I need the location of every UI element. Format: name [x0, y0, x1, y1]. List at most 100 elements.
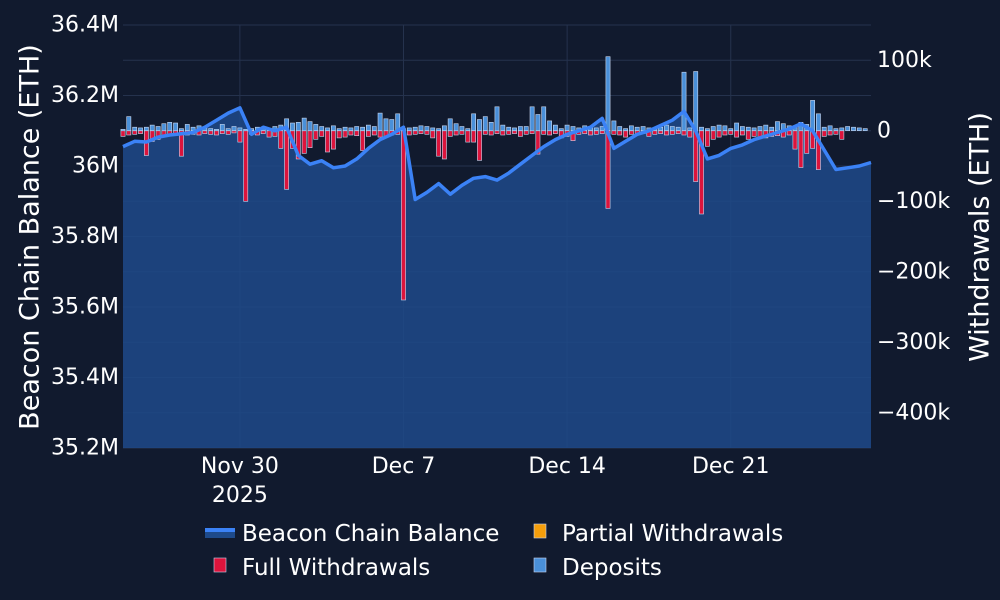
full-withdrawals-bar: [336, 130, 342, 139]
full-withdrawals-bar: [295, 130, 301, 160]
full-withdrawals-bar: [804, 130, 810, 154]
full-withdrawals-bar: [266, 130, 272, 138]
full-withdrawals-bar: [833, 130, 839, 135]
deposits-bar: [535, 114, 541, 132]
full-withdrawals-bar: [243, 130, 249, 202]
deposits-legend-swatch: [533, 557, 547, 573]
deposits-bar: [459, 126, 465, 131]
deposits-bar: [716, 124, 722, 131]
deposits-bar: [389, 119, 395, 132]
full-withdrawals-bar: [225, 130, 231, 135]
deposits-bar: [219, 124, 225, 132]
left-tick-label: 36.2M: [51, 83, 119, 108]
deposits-bar: [739, 126, 745, 131]
deposits-bar: [184, 124, 190, 132]
full-withdrawals-bar: [459, 130, 465, 135]
deposits-bar: [301, 117, 307, 132]
left-tick-label: 35.6M: [51, 295, 119, 320]
deposits-bar: [675, 126, 681, 131]
deposits-bar: [810, 100, 815, 132]
deposits-bar: [360, 126, 365, 131]
full-withdrawals-bar: [260, 130, 266, 134]
deposits-bar: [126, 116, 132, 131]
full-withdrawals-bar: [447, 130, 453, 137]
deposits-bar: [763, 124, 769, 131]
left-tick-label: 35.8M: [51, 224, 119, 249]
deposits-bar: [342, 126, 348, 131]
balance-area-layer: [123, 107, 871, 449]
deposits-bar: [295, 122, 301, 132]
full-withdrawals-bar: [482, 130, 488, 135]
full-withdrawals-bar: [593, 130, 599, 135]
deposits-bar: [552, 124, 558, 131]
deposits-bar: [564, 124, 570, 131]
left-tick-label: 36.4M: [51, 13, 119, 38]
deposits-bar: [237, 127, 243, 132]
full-withdrawals-bar: [798, 130, 804, 168]
deposits-bar: [710, 126, 716, 131]
deposits-bar: [728, 128, 734, 132]
full-withdrawals-bar: [599, 130, 605, 134]
full-withdrawals-bar: [471, 130, 476, 143]
left-tick-label: 36M: [72, 154, 119, 179]
deposits-bar: [336, 128, 342, 132]
deposits-bar: [693, 71, 699, 132]
deposits-bar: [377, 112, 383, 131]
full-withdrawals-bar: [488, 130, 494, 136]
deposits-bar: [348, 127, 354, 132]
deposits-bar: [734, 122, 739, 132]
deposits-bar: [225, 128, 231, 132]
beacon-chain-balance-legend-swatch: [205, 528, 235, 538]
full-withdrawals-bar: [126, 130, 132, 136]
full-withdrawals-bar: [617, 130, 623, 136]
full-withdrawals-bar: [681, 130, 687, 136]
deposits-bar: [664, 124, 669, 131]
full-withdrawals-bar: [406, 130, 412, 136]
full-withdrawals-bar: [319, 130, 325, 137]
full-withdrawals-bar: [699, 130, 704, 215]
deposits-bar: [179, 128, 184, 132]
x-tick-sublabel: 2025: [212, 483, 268, 508]
x-tick-label: Dec 21: [692, 454, 770, 479]
deposits-bar: [699, 126, 704, 131]
deposits-bar: [430, 127, 436, 132]
full-withdrawals-bar: [815, 130, 821, 170]
deposits-bar: [523, 126, 529, 131]
full-withdrawals-bar: [652, 130, 658, 135]
deposits-bar: [769, 126, 775, 131]
full-withdrawals-bar: [307, 130, 313, 149]
full-withdrawals-bar: [529, 130, 535, 134]
full-withdrawals-bar: [745, 130, 751, 140]
deposits-bar: [436, 128, 441, 132]
full-withdrawals-bar: [179, 130, 184, 157]
deposits-bar: [862, 128, 868, 132]
deposits-bar: [149, 124, 155, 131]
deposits-bar: [681, 71, 687, 131]
full-withdrawals-bar: [120, 130, 126, 137]
deposits-bar: [441, 125, 447, 132]
deposits-bar: [500, 124, 506, 131]
deposits-bar: [851, 126, 856, 131]
deposits-bar: [512, 127, 517, 132]
left-tick-label: 35.4M: [51, 365, 119, 390]
full-withdrawals-bar: [325, 130, 330, 153]
full-withdrawals-legend-label: Full Withdrawals: [242, 555, 430, 581]
full-withdrawals-bar: [547, 130, 552, 136]
full-withdrawals-bar: [535, 130, 541, 155]
deposits-bar: [833, 128, 839, 132]
x-axis-ticks: Nov 30 2025 Dec 7 Dec 14 Dec 21: [201, 454, 770, 508]
partial-withdrawals-legend-swatch: [533, 523, 547, 539]
deposits-bar: [383, 118, 389, 132]
deposits-bar: [482, 116, 488, 131]
deposits-bar: [541, 106, 547, 132]
right-axis-title: Withdrawals (ETH): [965, 112, 996, 362]
full-withdrawals-bar: [284, 130, 289, 190]
x-tick-label: Nov 30: [201, 454, 279, 479]
full-withdrawals-bar: [477, 130, 482, 161]
full-withdrawals-bar: [821, 130, 827, 137]
full-withdrawals-bar: [301, 130, 307, 154]
full-withdrawals-bar: [751, 130, 757, 137]
left-axis-title: Beacon Chain Balance (ETH): [15, 44, 46, 430]
deposits-bar: [751, 127, 757, 132]
